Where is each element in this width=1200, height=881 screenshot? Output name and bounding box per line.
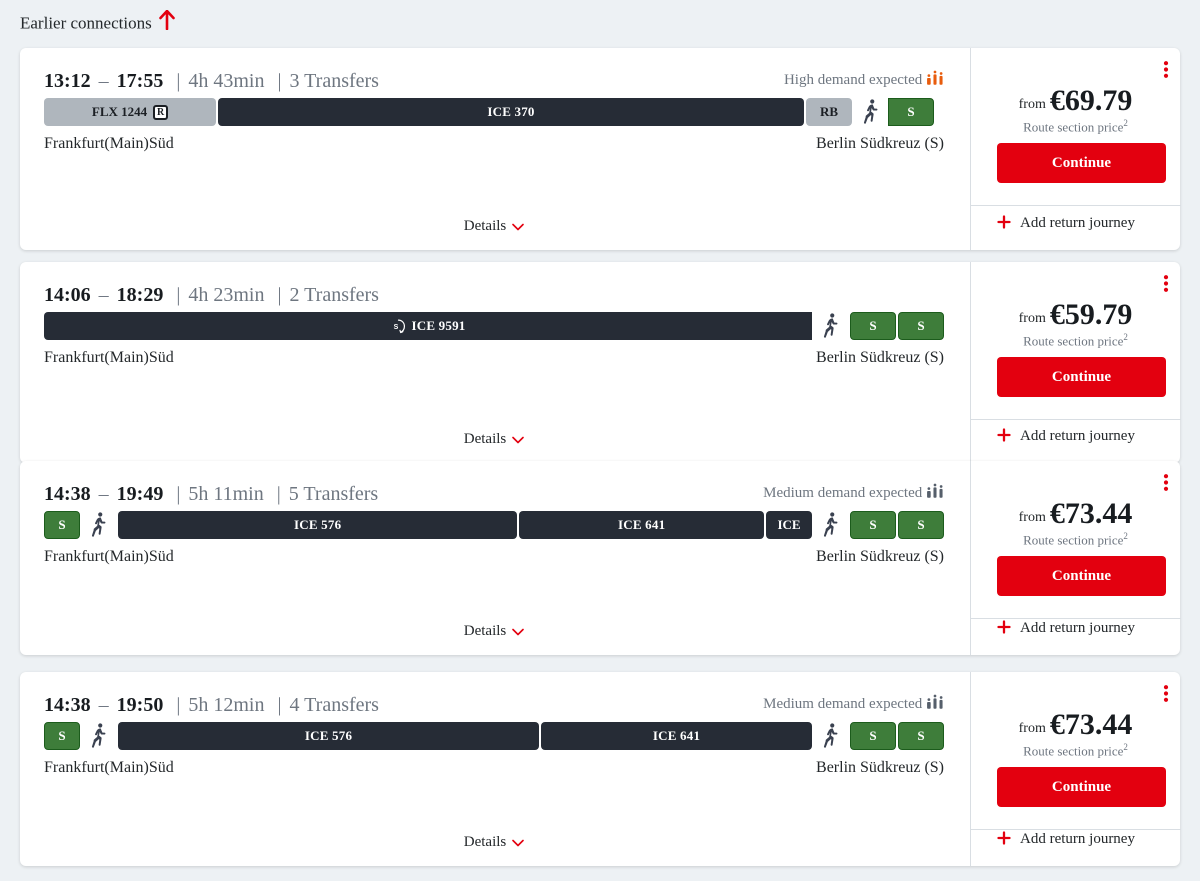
svg-text:S: S — [393, 323, 398, 330]
